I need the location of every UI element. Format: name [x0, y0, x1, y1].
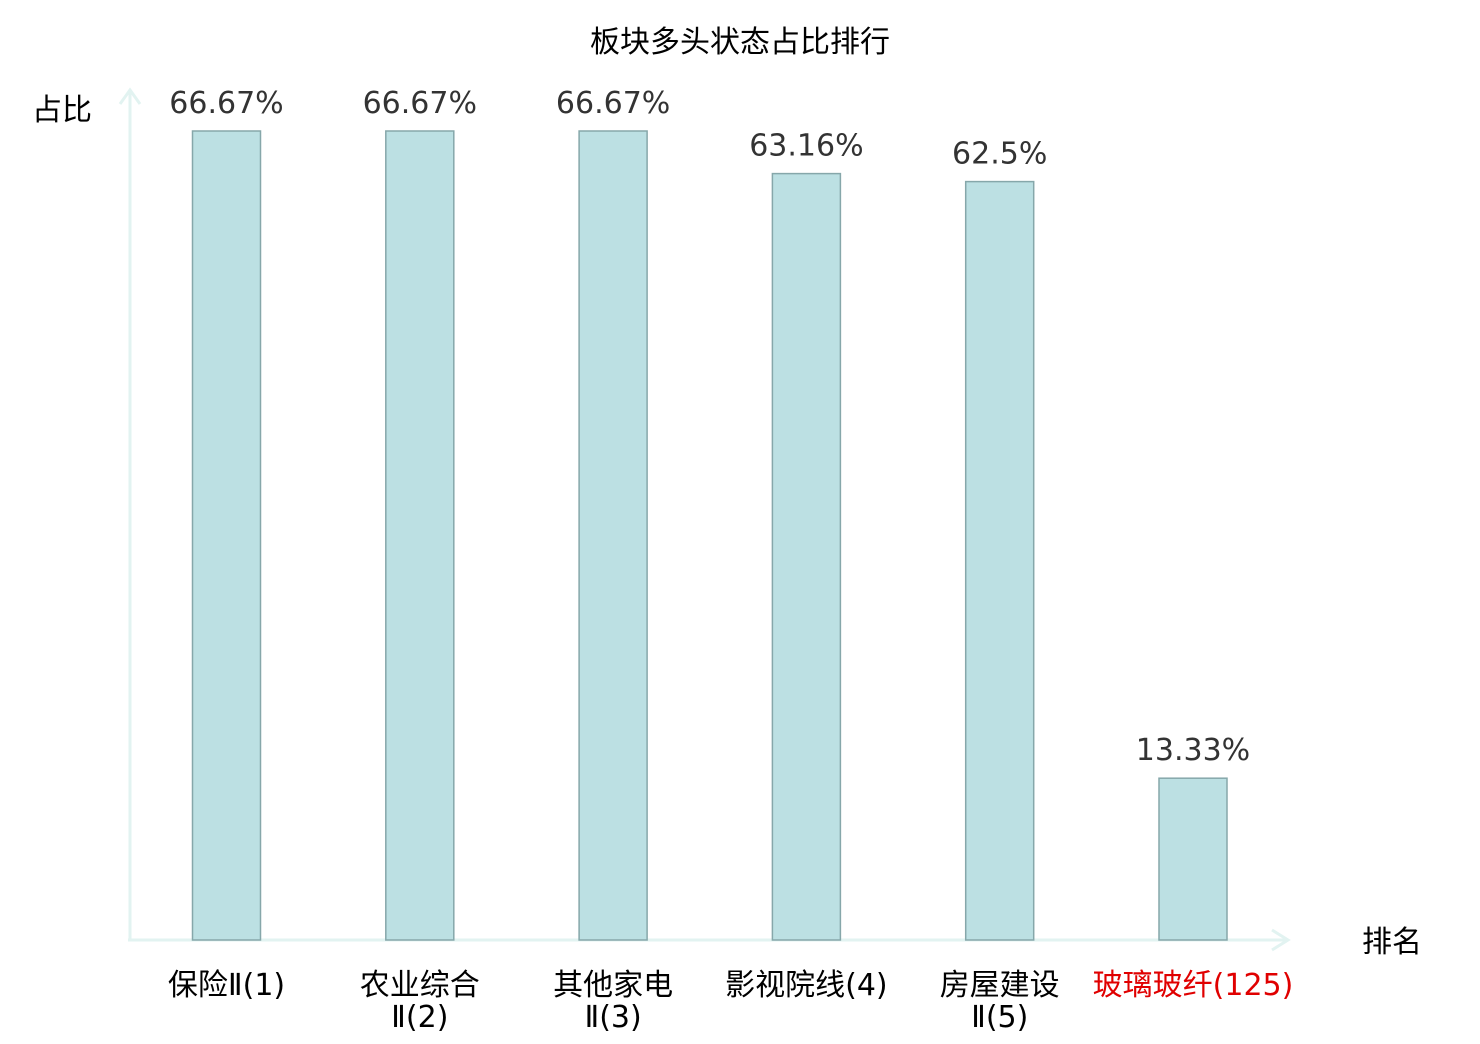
value-label: 62.5% [952, 137, 1047, 172]
value-label: 66.67% [169, 86, 283, 121]
y-axis [118, 87, 142, 940]
category-label: 农业综合 [360, 968, 480, 1003]
category-label: 保险Ⅱ(1) [168, 968, 285, 1003]
value-label: 66.67% [363, 86, 477, 121]
bar [191, 130, 262, 941]
chart-title: 板块多头状态占比排行 [590, 25, 890, 60]
bar [771, 172, 842, 941]
category-label: Ⅱ(5) [971, 1000, 1028, 1035]
value-label: 13.33% [1136, 733, 1250, 768]
bars [191, 130, 1228, 941]
category-label: 玻璃玻纤(125) [1093, 968, 1294, 1003]
value-labels: 66.67% 66.67% 66.67% 63.16% 62.5% 13.33% [169, 86, 1250, 768]
x-axis-arrow [1271, 928, 1291, 952]
y-axis-label: 占比 [32, 93, 92, 128]
category-label: Ⅱ(2) [391, 1000, 448, 1035]
category-label: Ⅱ(3) [584, 1000, 641, 1035]
bar [385, 130, 455, 941]
bar [1158, 777, 1228, 941]
y-axis-arrow [118, 87, 142, 105]
category-label: 其他家电 [553, 968, 673, 1003]
value-label: 63.16% [749, 129, 863, 164]
x-axis [128, 928, 1291, 952]
category-label: 房屋建设 [940, 968, 1060, 1003]
category-label: 影视院线(4) [725, 968, 888, 1003]
bar [578, 130, 648, 941]
value-label: 66.67% [556, 86, 670, 121]
bar [964, 180, 1035, 941]
x-axis-label: 排名 [1362, 925, 1422, 960]
